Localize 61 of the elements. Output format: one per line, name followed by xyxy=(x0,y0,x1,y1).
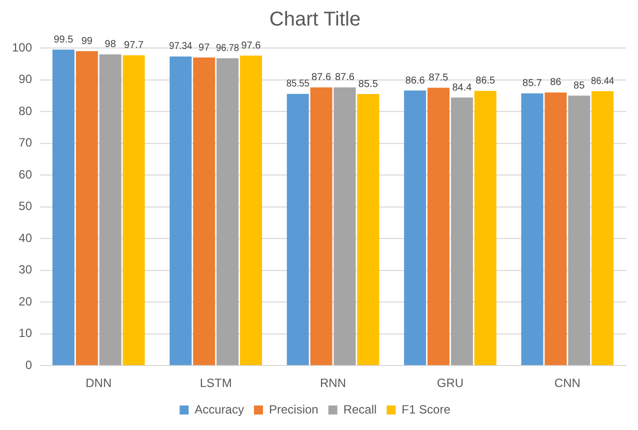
bar xyxy=(404,90,426,366)
legend-label: Recall xyxy=(343,402,377,416)
data-label: 86.5 xyxy=(476,76,496,87)
bar xyxy=(521,93,544,366)
bar xyxy=(427,88,450,366)
y-tick-label: 0 xyxy=(25,358,32,372)
bar xyxy=(286,94,309,366)
data-label: 85 xyxy=(574,80,586,92)
bar xyxy=(76,51,98,366)
data-label: 85.5 xyxy=(358,78,378,90)
bar xyxy=(592,91,614,366)
bar xyxy=(122,55,145,366)
y-tick-label: 20 xyxy=(18,294,32,308)
bar xyxy=(99,54,122,366)
data-label: 84.4 xyxy=(452,82,472,94)
bar xyxy=(450,98,473,366)
y-tick-label: 40 xyxy=(18,230,32,245)
data-label: 98 xyxy=(104,39,116,50)
bar xyxy=(193,58,216,366)
bar xyxy=(568,96,590,366)
x-tick-label: DNN xyxy=(86,376,112,390)
data-label: 97.6 xyxy=(241,40,262,52)
bar xyxy=(310,87,332,366)
data-label: 97.34 xyxy=(169,40,193,52)
y-tick-label: 100 xyxy=(12,40,32,54)
data-label: 87.6 xyxy=(334,72,355,84)
bar xyxy=(52,50,74,366)
data-label: 86.6 xyxy=(405,75,426,86)
y-tick-label: 90 xyxy=(18,72,32,86)
bar xyxy=(474,90,496,366)
data-label: 87.5 xyxy=(428,72,449,84)
bar xyxy=(170,56,192,366)
data-label: 86 xyxy=(550,77,562,88)
y-tick-label: 60 xyxy=(18,167,32,182)
y-tick-label: 30 xyxy=(18,262,32,277)
bar xyxy=(357,94,380,366)
y-tick-label: 50 xyxy=(18,199,32,214)
data-label: 97.7 xyxy=(124,40,144,52)
data-label: 97 xyxy=(198,42,210,54)
data-label: 96.78 xyxy=(216,42,240,54)
bar xyxy=(544,92,567,366)
x-tick-label: LSTM xyxy=(200,376,232,390)
y-tick-label: 80 xyxy=(18,104,32,118)
data-label: 87.6 xyxy=(312,72,332,84)
data-label: 99 xyxy=(81,36,93,47)
bar xyxy=(334,87,356,366)
legend-label: Precision xyxy=(268,402,318,416)
data-label: 86.44 xyxy=(591,75,615,87)
x-tick-label: GRU xyxy=(436,376,464,390)
x-tick-label: RNN xyxy=(320,376,346,390)
data-label: 99.5 xyxy=(54,34,74,46)
data-label: 85.7 xyxy=(522,78,542,90)
bar xyxy=(240,56,262,366)
data-label: 85.55 xyxy=(286,78,310,90)
legend-label: F1 Score xyxy=(402,402,451,416)
chart-title: Chart Title xyxy=(269,8,361,31)
y-tick-label: 70 xyxy=(18,136,32,150)
y-tick-label: 10 xyxy=(18,326,32,340)
legend-label: Accuracy xyxy=(194,402,244,416)
bar xyxy=(216,58,239,366)
x-tick-label: CNN xyxy=(554,376,580,390)
